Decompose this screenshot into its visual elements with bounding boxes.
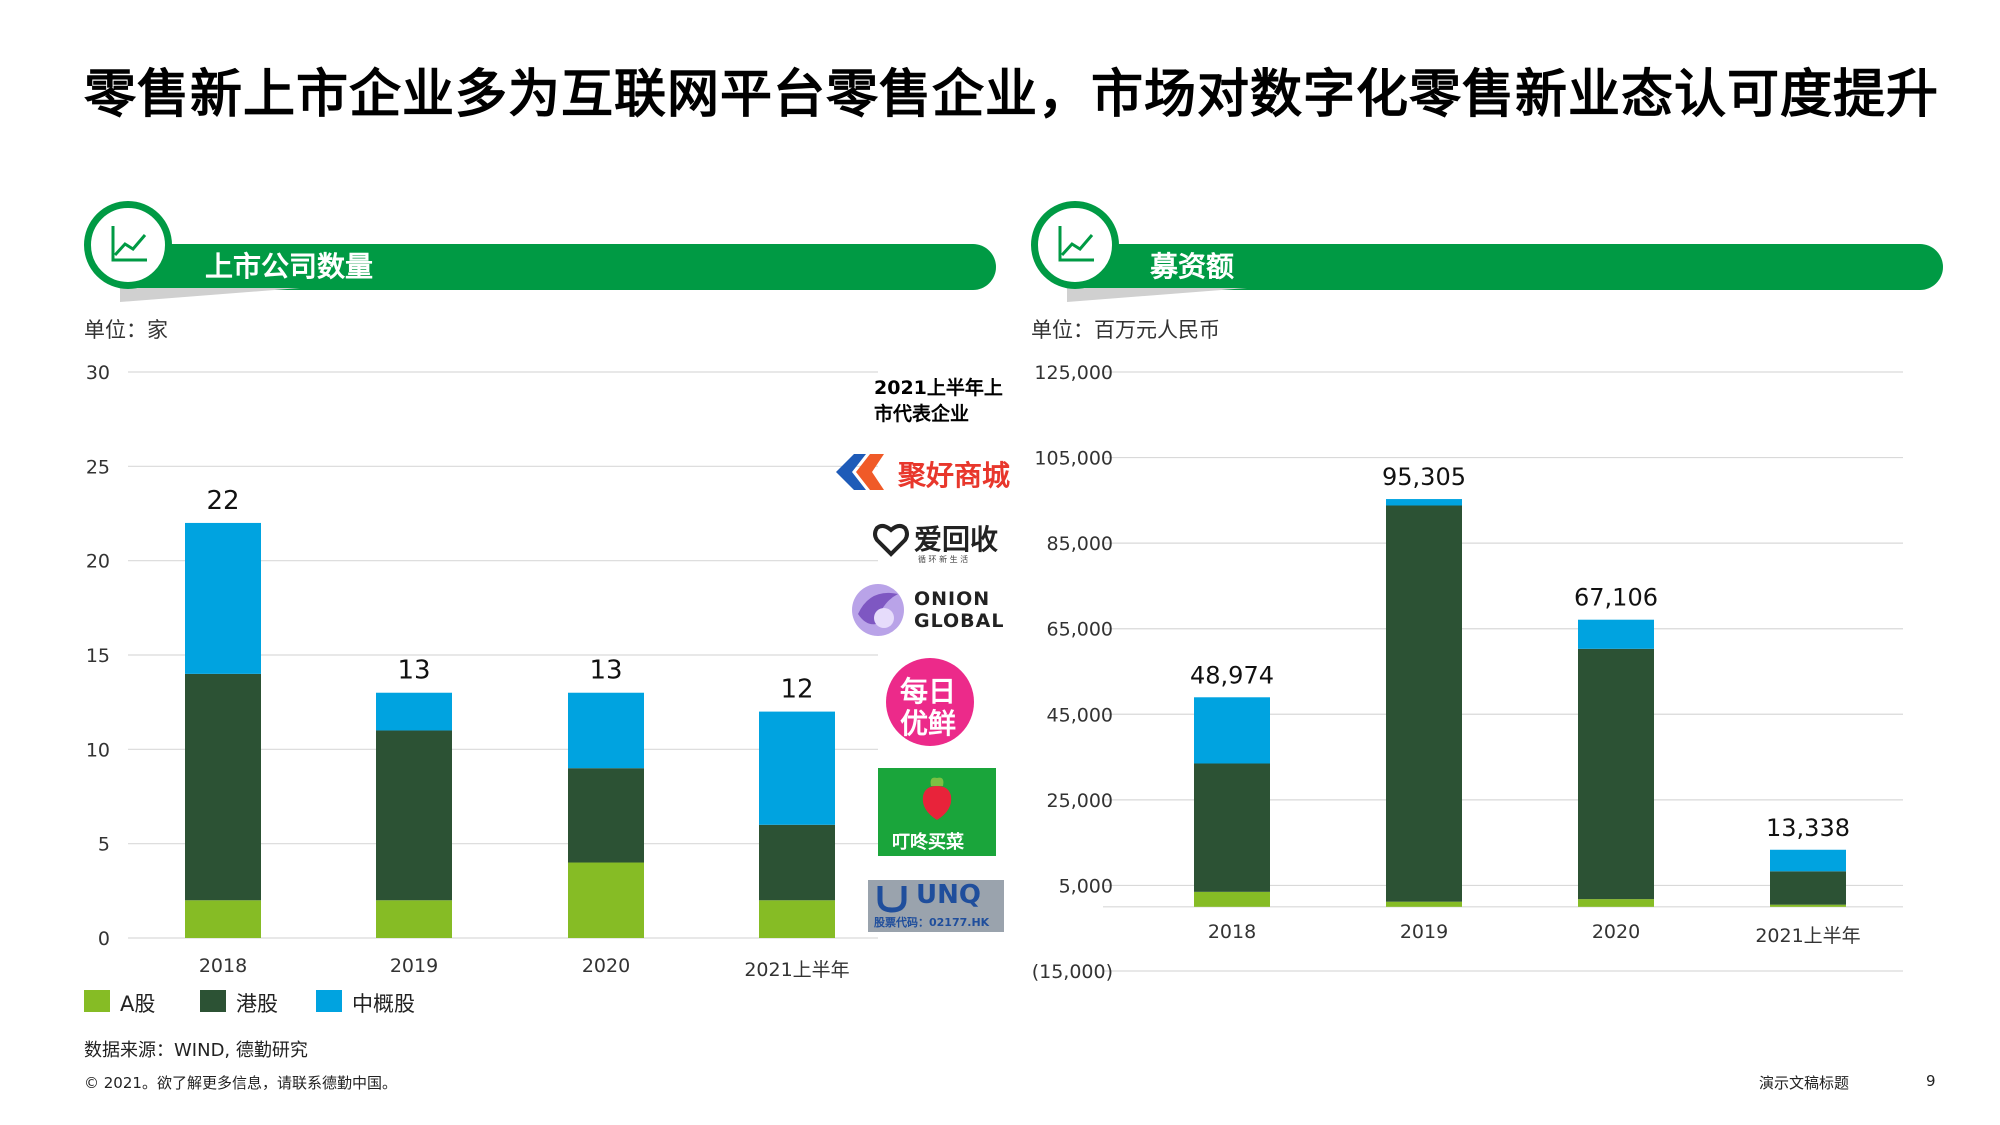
x-category-label: 2021上半年 — [1755, 925, 1860, 947]
bar-total-label: 12 — [780, 675, 813, 705]
bar-segment — [185, 673, 261, 901]
missfresh-logo-line1: 每日 — [900, 675, 957, 708]
legend-label-a-share: A股 — [120, 992, 156, 1016]
bar-total-label: 95,305 — [1382, 463, 1466, 491]
bar-total-label: 48,974 — [1190, 661, 1274, 689]
y-tick-label: 65,000 — [1047, 619, 1113, 641]
bar-segment — [1770, 904, 1846, 907]
bar-total-label: 13 — [589, 656, 622, 686]
data-source: 数据来源：WIND, 德勤研究 — [84, 1040, 308, 1061]
y-tick-label: 30 — [86, 362, 110, 384]
bar-total-label: 13 — [397, 656, 430, 686]
onion-logo-line1: ONION — [914, 588, 991, 610]
legend-swatch-hk-share — [200, 990, 226, 1012]
left-banner-shadow — [120, 288, 300, 302]
bar-segment — [1578, 648, 1654, 900]
line-chart-icon — [111, 226, 147, 262]
juhao-logo: 聚好商城 — [832, 448, 1012, 496]
aihuishou-logo-text: 爱回收 — [914, 523, 999, 556]
y-tick-label: 45,000 — [1047, 704, 1113, 726]
right-unit-label: 单位：百万元人民币 — [1031, 318, 1220, 342]
left-banner-title: 上市公司数量 — [205, 250, 374, 283]
left-unit-label: 单位：家 — [84, 318, 168, 342]
bar-segment — [568, 768, 644, 863]
footer-page-number: 9 — [1926, 1072, 1936, 1090]
bar-segment — [1386, 901, 1462, 907]
onion-logo-line2: GLOBAL — [914, 610, 1005, 632]
bar-segment — [185, 900, 261, 938]
y-tick-label: 25,000 — [1047, 790, 1113, 812]
y-tick-label: 0 — [98, 928, 110, 950]
y-tick-label: 125,000 — [1034, 362, 1113, 384]
bar-total-label: 22 — [206, 486, 239, 516]
x-category-label: 2018 — [199, 955, 247, 977]
right-banner-bar — [1075, 244, 1943, 290]
dingdong-logo: 叮咚买菜 — [878, 768, 996, 856]
footer-copyright: © 2021。欲了解更多信息，请联系德勤中国。 — [84, 1074, 397, 1092]
left-banner-circle — [84, 201, 172, 289]
representative-companies-title: 2021上半年上市代表企业 — [874, 377, 1003, 425]
bar-total-label: 13,338 — [1766, 814, 1850, 842]
unq-logo-sub: 股票代码：02177.HK — [874, 916, 990, 929]
legend-label-us-china: 中概股 — [352, 992, 415, 1016]
bar-segment — [568, 862, 644, 938]
bar-segment — [1770, 849, 1846, 872]
y-tick-label: 25 — [86, 456, 110, 478]
bar-segment — [1194, 763, 1270, 892]
y-tick-label: 20 — [86, 551, 110, 573]
y-tick-label: 105,000 — [1034, 448, 1113, 470]
left-banner-bar — [128, 244, 996, 290]
bar-segment — [1386, 499, 1462, 506]
bar-segment — [376, 692, 452, 731]
bar-segment — [376, 900, 452, 938]
legend-swatch-a-share — [84, 990, 110, 1012]
x-category-label: 2020 — [582, 955, 630, 977]
y-tick-label: 85,000 — [1047, 533, 1113, 555]
right-banner-shadow — [1067, 288, 1247, 302]
bar-segment — [568, 692, 644, 769]
x-category-label: 2021上半年 — [744, 959, 849, 981]
bar-segment — [1770, 871, 1846, 905]
bar-segment — [759, 711, 835, 825]
x-category-label: 2020 — [1592, 921, 1640, 943]
missfresh-logo-line2: 优鲜 — [900, 707, 957, 740]
unq-logo-text: UNQ — [916, 880, 981, 910]
juhao-logo-text: 聚好商城 — [898, 459, 1011, 492]
bar-segment — [376, 730, 452, 901]
y-tick-label: 5,000 — [1059, 875, 1113, 897]
line-chart-icon — [1058, 226, 1094, 262]
bar-total-label: 67,106 — [1574, 584, 1658, 612]
aihuishou-logo: 爱回收 循 环 新 生 活 — [872, 516, 1002, 564]
aihuishou-logo-sub: 循 环 新 生 活 — [918, 555, 969, 564]
bar-segment — [1578, 619, 1654, 649]
bar-segment — [1194, 697, 1270, 764]
bar-segment — [1194, 891, 1270, 907]
right-banner-circle — [1031, 201, 1119, 289]
bar-segment — [759, 900, 835, 938]
y-tick-label: 10 — [86, 739, 110, 761]
y-tick-label: (15,000) — [1032, 961, 1113, 983]
missfresh-logo: 每日 优鲜 — [886, 658, 974, 746]
bar-segment — [1386, 505, 1462, 902]
legend-swatch-us-china — [316, 990, 342, 1012]
y-tick-label: 15 — [86, 645, 110, 667]
right-banner-title: 募资额 — [1150, 250, 1235, 283]
legend-label-hk-share: 港股 — [236, 992, 278, 1016]
unq-logo: UNQ 股票代码：02177.HK — [868, 880, 1004, 932]
bar-segment — [759, 824, 835, 901]
x-category-label: 2019 — [390, 955, 438, 977]
x-category-label: 2018 — [1208, 921, 1256, 943]
y-tick-label: 5 — [98, 834, 110, 856]
onion-logo: ONION GLOBAL — [848, 580, 1008, 640]
bar-segment — [185, 522, 261, 674]
x-category-label: 2019 — [1400, 921, 1448, 943]
dingdong-logo-text: 叮咚买菜 — [892, 832, 964, 853]
bar-segment — [1578, 899, 1654, 907]
footer-doc-title: 演示文稿标题 — [1759, 1074, 1850, 1092]
page-title: 零售新上市企业多为互联网平台零售企业，市场对数字化零售新业态认可度提升 — [84, 65, 1940, 125]
